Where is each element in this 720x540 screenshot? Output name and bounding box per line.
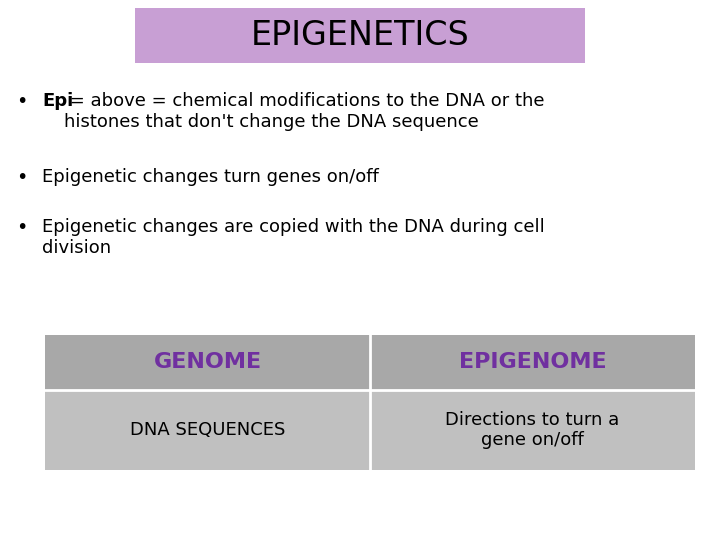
Text: EPIGENETICS: EPIGENETICS: [251, 19, 469, 52]
Text: = above = chemical modifications to the DNA or the
histones that don't change th: = above = chemical modifications to the …: [64, 92, 544, 131]
Text: Directions to turn a
gene on/off: Directions to turn a gene on/off: [446, 410, 620, 449]
FancyBboxPatch shape: [45, 390, 695, 470]
Text: DNA SEQUENCES: DNA SEQUENCES: [130, 421, 285, 439]
Text: •: •: [17, 168, 27, 187]
Text: Epigenetic changes turn genes on/off: Epigenetic changes turn genes on/off: [42, 168, 379, 186]
FancyBboxPatch shape: [45, 335, 695, 390]
Text: •: •: [17, 92, 27, 111]
Text: EPIGENOME: EPIGENOME: [459, 353, 606, 373]
Text: Epigenetic changes are copied with the DNA during cell
division: Epigenetic changes are copied with the D…: [42, 218, 545, 257]
Text: •: •: [17, 218, 27, 237]
Text: GENOME: GENOME: [153, 353, 261, 373]
Text: Epi: Epi: [42, 92, 73, 110]
FancyBboxPatch shape: [135, 8, 585, 63]
